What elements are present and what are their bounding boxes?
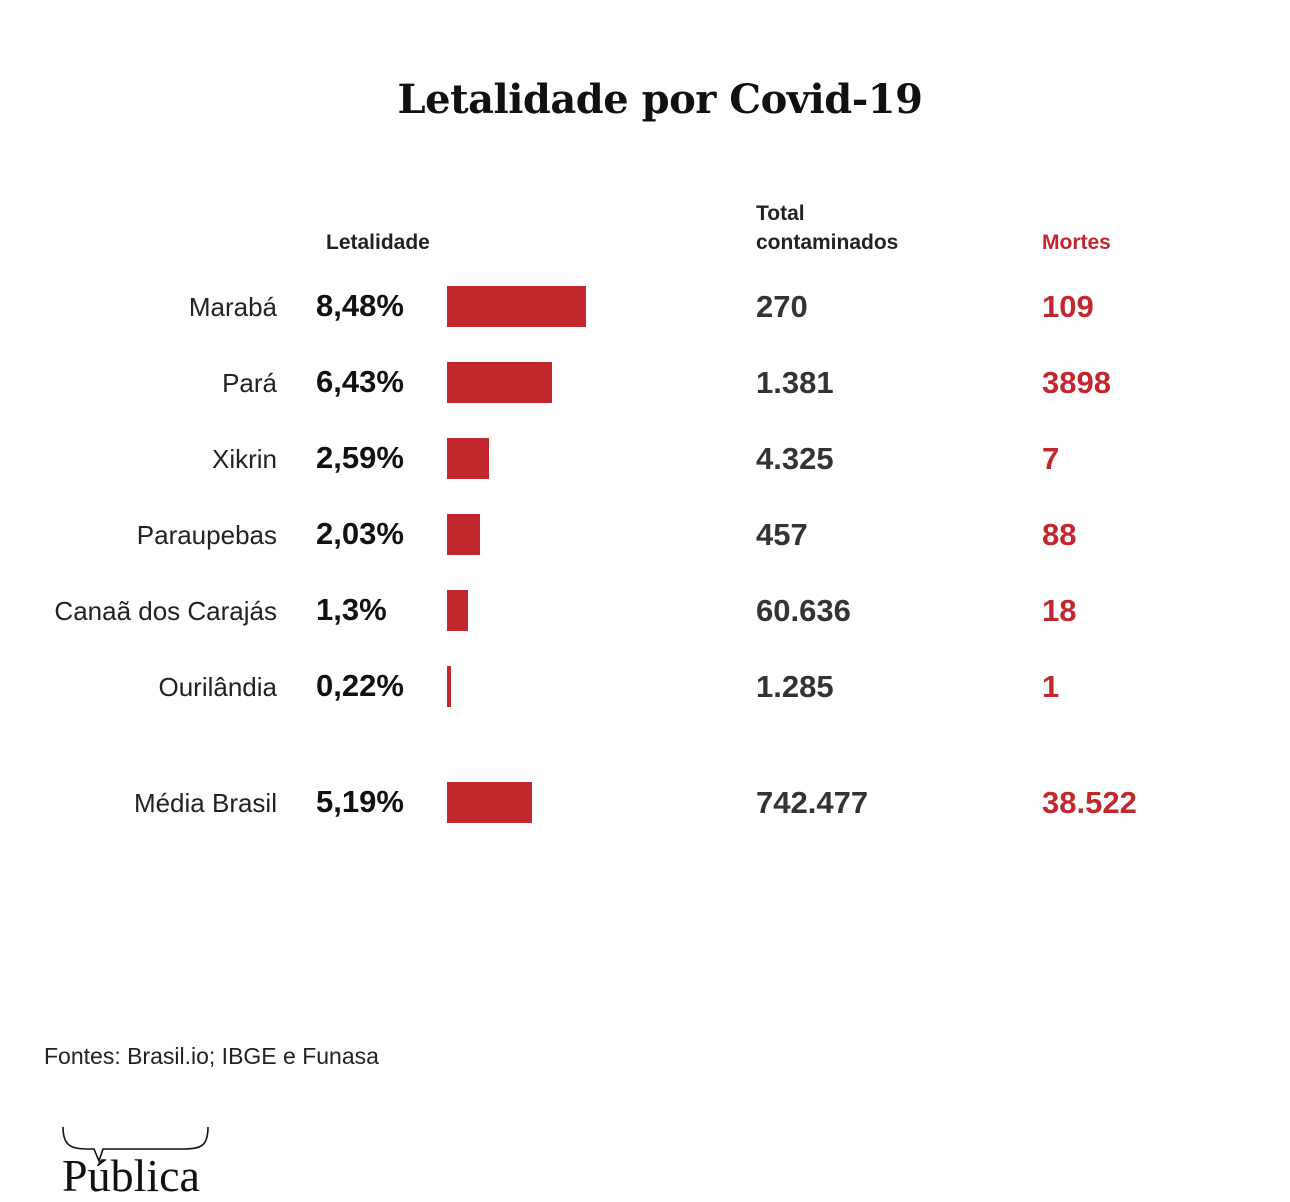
mortes-value: 38.522 (1042, 785, 1137, 820)
mortes-value: 7 (1042, 441, 1060, 476)
category-label: Paraupebas (136, 520, 277, 550)
value-label: 8,48% (316, 288, 404, 323)
value-label: 5,19% (316, 784, 404, 819)
value-label: 2,03% (316, 516, 404, 551)
total-contaminados-value: 457 (756, 517, 808, 552)
category-label: Média Brasil (133, 788, 277, 818)
header-total: Total contaminados (756, 199, 898, 257)
total-contaminados-value: 270 (756, 289, 808, 324)
total-contaminados-value: 1.285 (756, 669, 834, 704)
chart-row: Ourilândia 0,22% 1.285 1 (0, 666, 1290, 710)
bar (447, 666, 451, 707)
bar (447, 438, 490, 479)
value-label: 2,59% (316, 440, 404, 475)
chart-row: Pará 6,43% 1.381 3898 (0, 362, 1290, 406)
mortes-value: 1 (1042, 669, 1060, 704)
bar (447, 286, 587, 327)
chart-row: Marabá 8,48% 270 109 (0, 286, 1290, 330)
total-contaminados-value: 742.477 (756, 785, 869, 820)
speech-bracket-icon (62, 1126, 209, 1164)
mortes-value: 3898 (1042, 365, 1111, 400)
total-contaminados-value: 60.636 (756, 593, 851, 628)
category-label: Canaã dos Carajás (54, 596, 277, 626)
chart-row: Xikrin 2,59% 4.325 7 (0, 438, 1290, 482)
category-label: Ourilândia (158, 672, 277, 702)
value-label: 0,22% (316, 668, 404, 703)
header-letalidade: Letalidade (326, 231, 430, 254)
chart-row: Média Brasil 5,19% 742.477 38.522 (0, 782, 1290, 826)
bar (447, 590, 469, 631)
mortes-value: 18 (1042, 593, 1077, 628)
chart-title: Letalidade por Covid-19 (397, 76, 923, 123)
total-contaminados-value: 4.325 (756, 441, 834, 476)
logo-text: Pública (62, 1150, 200, 1201)
value-label: 1,3% (316, 592, 387, 627)
chart-row: Paraupebas 2,03% 457 88 (0, 514, 1290, 558)
bar (447, 782, 533, 823)
mortes-value: 88 (1042, 517, 1077, 552)
bar (447, 362, 553, 403)
publica-logo: Pública (60, 1125, 212, 1201)
chart-row: Canaã dos Carajás 1,3% 60.636 18 (0, 590, 1290, 634)
header-total-line1: Total (756, 202, 805, 225)
total-contaminados-value: 1.381 (756, 365, 834, 400)
header-total-line2: contaminados (756, 231, 899, 254)
source-note: Fontes: Brasil.io; IBGE e Funasa (44, 1043, 379, 1069)
category-label: Marabá (188, 292, 277, 322)
mortes-value: 109 (1042, 289, 1094, 324)
value-label: 6,43% (316, 364, 404, 399)
bar (447, 514, 481, 555)
category-label: Pará (222, 368, 277, 398)
header-mortes: Mortes (1042, 231, 1111, 254)
category-label: Xikrin (211, 444, 277, 474)
